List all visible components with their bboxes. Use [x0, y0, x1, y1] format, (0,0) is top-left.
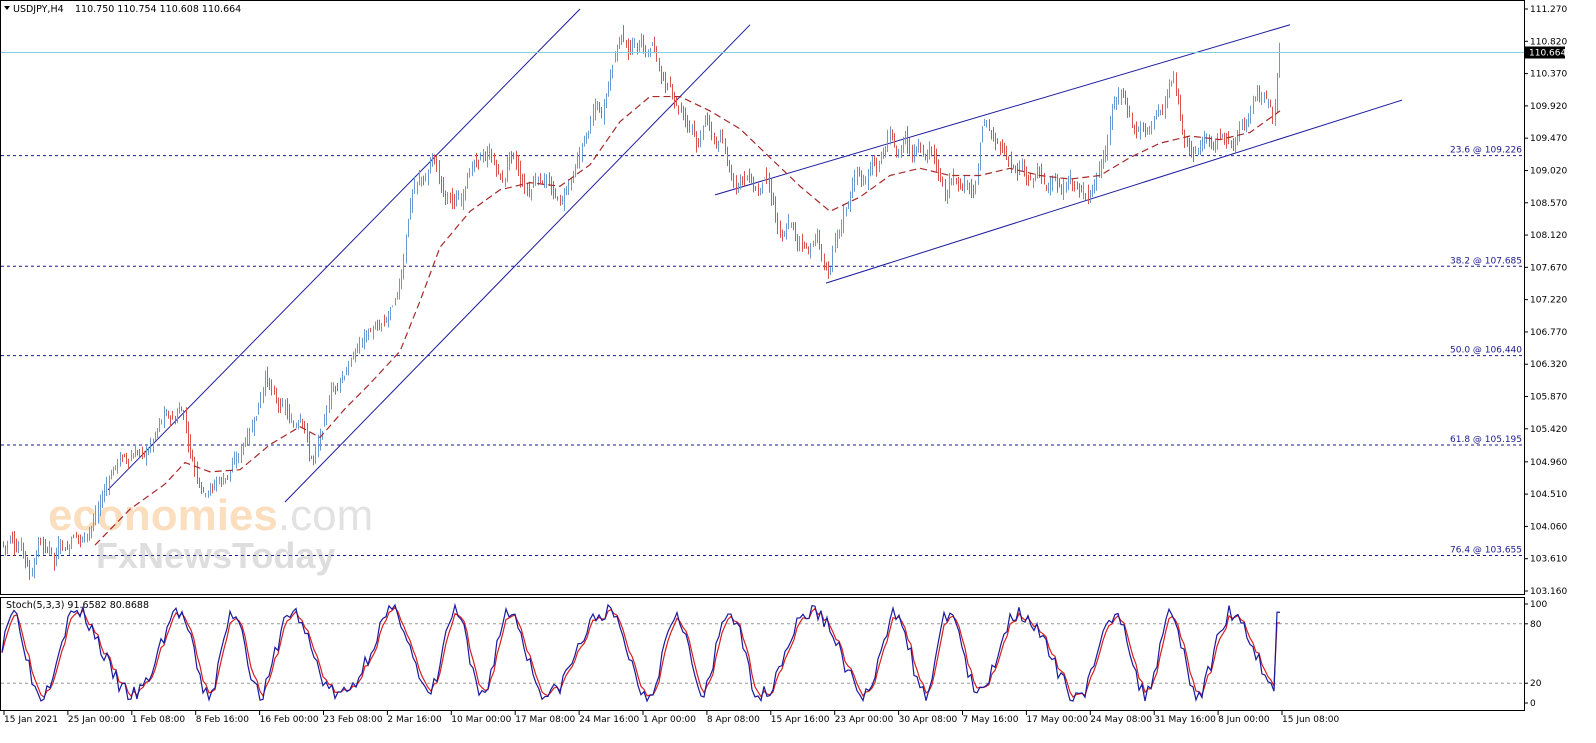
ma-line — [94, 95, 1281, 546]
time-tick-label: 1 Feb 08:00 — [132, 715, 186, 725]
time-tick-label: 25 Jan 00:00 — [68, 715, 125, 725]
price-tick-label: 105.420 — [1530, 425, 1567, 435]
time-tick-label: 31 May 16:00 — [1154, 715, 1216, 725]
time-tick-label: 1 Apr 00:00 — [643, 715, 696, 725]
channel-line[interactable] — [825, 99, 1403, 284]
price-tick-label: 108.570 — [1530, 199, 1567, 209]
time-tick-label: 24 May 08:00 — [1090, 715, 1152, 725]
price-tick-label: 105.870 — [1530, 393, 1567, 403]
watermark: economies.com FxNewsToday — [48, 491, 373, 576]
time-tick-label: 17 Mar 08:00 — [515, 715, 575, 725]
time-tick-label: 15 Jan 2021 — [4, 715, 58, 725]
price-tick-label: 104.510 — [1530, 490, 1567, 500]
price-tick-label: 103.610 — [1530, 555, 1567, 565]
time-tick-label: 10 Mar 00:00 — [451, 715, 511, 725]
current-price-label: 110.664 — [1529, 48, 1566, 58]
stoch-tick-label: 100 — [1530, 600, 1547, 610]
stoch-tick-label: 80 — [1530, 620, 1542, 630]
price-tick-label: 110.370 — [1530, 70, 1567, 80]
time-tick-label: 8 Feb 16:00 — [196, 715, 250, 725]
watermark-brand-suffix: .com — [278, 491, 373, 540]
price-tick-label: 110.820 — [1530, 37, 1567, 47]
time-tick-label: 17 May 00:00 — [1026, 715, 1088, 725]
price-tick-label: 104.960 — [1530, 458, 1567, 468]
fibonacci-levels: 23.6 @ 109.226 38.2 @ 107.685 50.0 @ 106.4… — [1, 146, 1524, 556]
stochastic-lines — [1, 602, 1280, 703]
fib-level-label: 38.2 @ 107.685 — [1450, 256, 1522, 266]
time-tick-label: 8 Jun 00:00 — [1218, 715, 1270, 725]
stoch-signal-line — [1, 606, 1280, 699]
time-tick-label: 16 Feb 00:00 — [260, 715, 319, 725]
time-tick-label: 15 Jun 08:00 — [1282, 715, 1339, 725]
price-tick-label: 108.120 — [1530, 231, 1567, 241]
price-tick-label: 107.670 — [1530, 263, 1567, 273]
current-price-tag: 110.664 — [1525, 46, 1566, 59]
fib-level-label: 76.4 @ 103.655 — [1450, 545, 1522, 555]
ohlc-values: 110.750 110.754 110.608 110.664 — [75, 4, 241, 15]
stoch-tick-label: 20 — [1530, 679, 1542, 689]
time-tick-label: 24 Mar 16:00 — [579, 715, 639, 725]
stochastic-axis: 100 80 20 0 — [1524, 600, 1547, 709]
time-tick-label: 23 Apr 00:00 — [835, 715, 894, 725]
time-axis[interactable]: 15 Jan 2021 25 Jan 00:00 1 Feb 08:00 8 Feb … — [3, 711, 1339, 725]
price-tick-label: 106.770 — [1530, 328, 1567, 338]
stochastic-label: Stoch(5,3,3) 91.6582 80.8688 — [6, 600, 149, 611]
time-tick-label: 23 Feb 08:00 — [324, 715, 383, 725]
price-tick-label: 109.470 — [1530, 134, 1567, 144]
time-tick-label: 15 Apr 16:00 — [771, 715, 830, 725]
moving-average — [94, 95, 1281, 546]
svg-text:economies.com: economies.com — [48, 491, 373, 540]
price-tick-label: 111.270 — [1530, 5, 1567, 15]
price-tick-label: 109.020 — [1530, 166, 1567, 176]
time-tick-label: 2 Mar 16:00 — [387, 715, 442, 725]
fib-level-label: 50.0 @ 106.440 — [1450, 346, 1522, 356]
fib-level-label: 23.6 @ 109.226 — [1450, 146, 1522, 156]
stoch-tick-label: 0 — [1530, 699, 1536, 709]
channel-line[interactable] — [714, 24, 1291, 196]
price-tick-label: 103.160 — [1530, 587, 1567, 597]
chart-header: USDJPY,H4 110.750 110.754 110.608 110.66… — [4, 4, 241, 15]
price-tick-label: 109.920 — [1530, 102, 1567, 112]
symbol-label: USDJPY,H4 — [13, 4, 64, 15]
price-axis[interactable]: 111.270 110.820 110.370 109.920 109.470 109.0… — [1524, 5, 1567, 597]
channel-line[interactable] — [284, 24, 751, 503]
fib-level-label: 61.8 @ 105.195 — [1450, 435, 1522, 445]
price-tick-label: 106.320 — [1530, 360, 1567, 370]
candlesticks[interactable] — [3, 25, 1280, 580]
time-tick-label: 8 Apr 08:00 — [707, 715, 760, 725]
dropdown-triangle-icon[interactable] — [4, 6, 10, 10]
watermark-brand: economies — [48, 491, 278, 540]
price-tick-label: 107.220 — [1530, 296, 1567, 306]
watermark-sub: FxNewsToday — [96, 535, 335, 576]
stoch-main-line — [1, 602, 1280, 703]
price-pane[interactable] — [0, 0, 1525, 595]
time-tick-label: 7 May 16:00 — [963, 715, 1019, 725]
time-tick-label: 30 Apr 08:00 — [899, 715, 958, 725]
price-tick-label: 104.060 — [1530, 522, 1567, 532]
